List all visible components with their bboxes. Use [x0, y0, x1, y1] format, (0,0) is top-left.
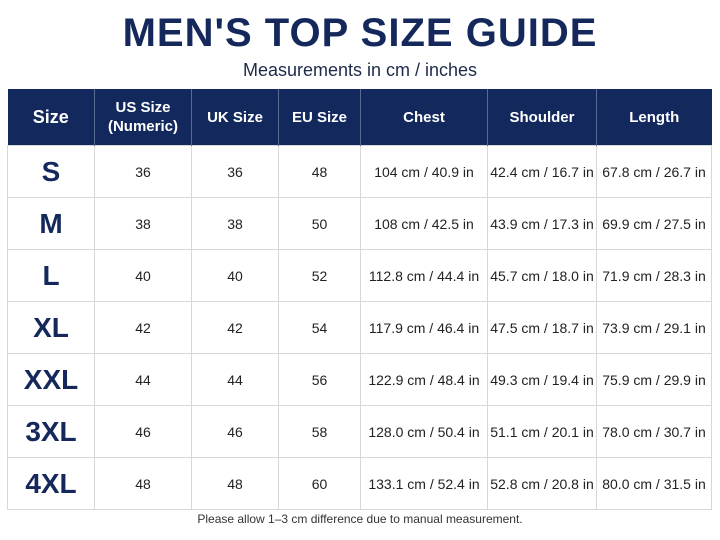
table-row: XL 42 42 54 117.9 cm / 46.4 in 47.5 cm /… — [7, 301, 712, 354]
header-uk-size: UK Size — [191, 89, 279, 146]
eu-size-cell: 60 — [278, 457, 361, 510]
us-size-cell: 36 — [94, 145, 192, 198]
header-chest: Chest — [360, 89, 488, 146]
page-title: MEN'S TOP SIZE GUIDE — [122, 11, 598, 55]
uk-size-cell: 44 — [191, 353, 279, 406]
us-size-cell: 40 — [94, 249, 192, 302]
chest-cell: 122.9 cm / 48.4 in — [360, 353, 488, 406]
header-eu-size: EU Size — [278, 89, 361, 146]
shoulder-cell: 42.4 cm / 16.7 in — [487, 145, 597, 198]
chest-cell: 104 cm / 40.9 in — [360, 145, 488, 198]
length-cell: 73.9 cm / 29.1 in — [596, 301, 712, 354]
uk-size-cell: 38 — [191, 197, 279, 250]
eu-size-cell: 56 — [278, 353, 361, 406]
shoulder-cell: 45.7 cm / 18.0 in — [487, 249, 597, 302]
header-us-size-label: US Size (Numeric) — [107, 99, 178, 135]
shoulder-cell: 47.5 cm / 18.7 in — [487, 301, 597, 354]
header-size: Size — [7, 89, 95, 146]
uk-size-cell: 40 — [191, 249, 279, 302]
length-cell: 71.9 cm / 28.3 in — [596, 249, 712, 302]
table-row: L 40 40 52 112.8 cm / 44.4 in 45.7 cm / … — [7, 249, 712, 302]
length-cell: 75.9 cm / 29.9 in — [596, 353, 712, 406]
chest-cell: 133.1 cm / 52.4 in — [360, 457, 488, 510]
eu-size-cell: 50 — [278, 197, 361, 250]
uk-size-cell: 42 — [191, 301, 279, 354]
size-cell: S — [7, 145, 95, 198]
header-shoulder: Shoulder — [487, 89, 597, 146]
shoulder-cell: 51.1 cm / 20.1 in — [487, 405, 597, 458]
uk-size-cell: 46 — [191, 405, 279, 458]
eu-size-cell: 54 — [278, 301, 361, 354]
us-size-cell: 38 — [94, 197, 192, 250]
table-row: 4XL 48 48 60 133.1 cm / 52.4 in 52.8 cm … — [7, 457, 712, 510]
eu-size-cell: 48 — [278, 145, 361, 198]
header-length: Length — [596, 89, 712, 146]
table-header-row: Size US Size (Numeric) UK Size EU Size Ch… — [7, 89, 712, 146]
header-us-size: US Size (Numeric) — [94, 89, 192, 146]
length-cell: 78.0 cm / 30.7 in — [596, 405, 712, 458]
table-row: 3XL 46 46 58 128.0 cm / 50.4 in 51.1 cm … — [7, 405, 712, 458]
size-cell: 4XL — [7, 457, 95, 510]
chest-cell: 112.8 cm / 44.4 in — [360, 249, 488, 302]
shoulder-cell: 52.8 cm / 20.8 in — [487, 457, 597, 510]
length-cell: 67.8 cm / 26.7 in — [596, 145, 712, 198]
us-size-cell: 42 — [94, 301, 192, 354]
length-cell: 69.9 cm / 27.5 in — [596, 197, 712, 250]
size-cell: L — [7, 249, 95, 302]
shoulder-cell: 49.3 cm / 19.4 in — [487, 353, 597, 406]
uk-size-cell: 48 — [191, 457, 279, 510]
shoulder-cell: 43.9 cm / 17.3 in — [487, 197, 597, 250]
size-cell: XXL — [7, 353, 95, 406]
measurement-note: Please allow 1–3 cm difference due to ma… — [197, 512, 523, 526]
us-size-cell: 48 — [94, 457, 192, 510]
size-cell: 3XL — [7, 405, 95, 458]
chest-cell: 128.0 cm / 50.4 in — [360, 405, 488, 458]
size-table: Size US Size (Numeric) UK Size EU Size Ch… — [7, 89, 712, 510]
table-row: M 38 38 50 108 cm / 42.5 in 43.9 cm / 17… — [7, 197, 712, 250]
table-row: XXL 44 44 56 122.9 cm / 48.4 in 49.3 cm … — [7, 353, 712, 406]
chest-cell: 117.9 cm / 46.4 in — [360, 301, 488, 354]
length-cell: 80.0 cm / 31.5 in — [596, 457, 712, 510]
us-size-cell: 46 — [94, 405, 192, 458]
chest-cell: 108 cm / 42.5 in — [360, 197, 488, 250]
size-cell: M — [7, 197, 95, 250]
table-row: S 36 36 48 104 cm / 40.9 in 42.4 cm / 16… — [7, 145, 712, 198]
eu-size-cell: 52 — [278, 249, 361, 302]
page-subtitle: Measurements in cm / inches — [242, 60, 478, 80]
eu-size-cell: 58 — [278, 405, 361, 458]
size-cell: XL — [7, 301, 95, 354]
us-size-cell: 44 — [94, 353, 192, 406]
uk-size-cell: 36 — [191, 145, 279, 198]
